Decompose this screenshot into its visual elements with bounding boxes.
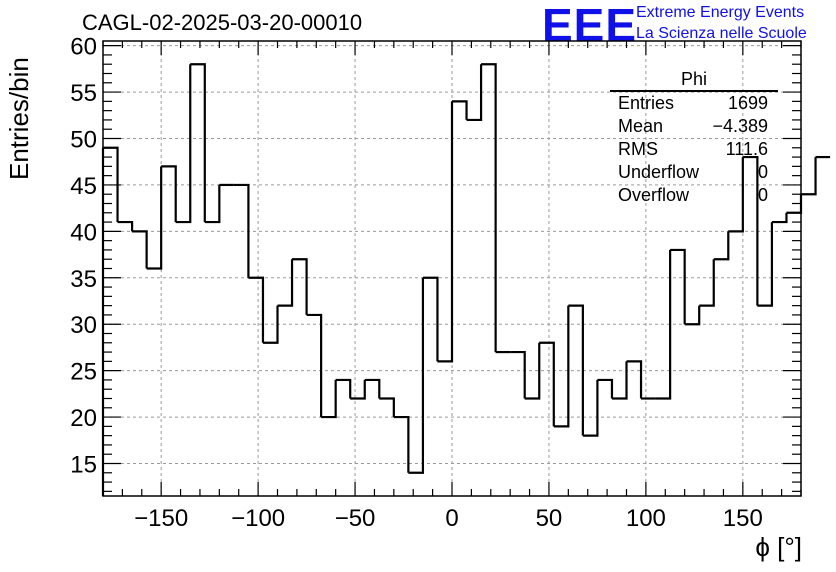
x-axis-label: ϕ [°] — [755, 532, 802, 562]
stats-row-rms: RMS 111.6 — [610, 138, 778, 161]
histogram-bin — [553, 305, 570, 428]
y-tick-label: 45 — [70, 173, 97, 200]
histogram-bin — [350, 379, 366, 400]
stats-title: Phi — [610, 68, 778, 92]
histogram-bin — [713, 231, 730, 261]
histogram-bin — [524, 342, 541, 400]
x-tick-label: −50 — [335, 505, 376, 532]
histogram-bin — [801, 157, 817, 196]
histogram-bin — [393, 415, 410, 473]
histogram-bin — [190, 63, 206, 223]
histogram-bin — [422, 276, 439, 362]
stats-label: Mean — [618, 116, 664, 136]
y-tick-label: 40 — [70, 219, 97, 246]
histogram-bin — [568, 304, 584, 436]
histogram-bin — [699, 259, 715, 307]
histogram-bin — [408, 277, 425, 474]
histogram-bin — [335, 378, 352, 399]
x-tick-label: −150 — [134, 505, 188, 532]
x-tick-label: 100 — [626, 505, 666, 532]
histogram-bin — [161, 165, 177, 223]
y-tick-label: 25 — [70, 359, 97, 386]
histogram-bin — [379, 397, 395, 418]
histogram-bin — [452, 100, 468, 120]
stats-row-mean: Mean −4.389 — [610, 115, 778, 138]
histogram-bin — [277, 259, 294, 307]
histogram-bin — [321, 379, 337, 419]
histogram-bin — [262, 305, 279, 344]
histogram-bin — [655, 249, 672, 400]
histogram-bin — [582, 379, 599, 437]
histogram-bin — [117, 220, 134, 232]
y-axis-label: Entries/bin — [4, 57, 34, 180]
histogram-bin — [742, 155, 759, 306]
y-tick-label: 15 — [70, 452, 97, 479]
x-tick-label: 50 — [536, 505, 563, 532]
stats-label: Underflow — [618, 162, 700, 182]
y-tick-label: 30 — [70, 312, 97, 339]
histogram-bin — [233, 183, 250, 278]
histogram-bin — [728, 157, 744, 233]
x-tick-label: −100 — [231, 505, 285, 532]
eee-logo: EEE — [542, 0, 638, 51]
histogram-bin — [597, 378, 614, 399]
histogram-bin — [539, 341, 555, 427]
stats-value: −4.389 — [712, 116, 768, 136]
histogram-series — [101, 63, 831, 496]
histogram-bin — [466, 64, 483, 122]
stats-row-entries: Entries 1699 — [610, 92, 778, 115]
histogram-bin — [437, 101, 454, 363]
y-tick-label: 35 — [70, 266, 97, 293]
logo-line-1: Extreme Energy Events — [636, 4, 805, 21]
histogram-bin — [175, 64, 192, 224]
histogram-bin — [481, 63, 497, 353]
y-tick-label: 50 — [70, 127, 97, 154]
histogram-bin — [292, 258, 308, 315]
histogram-bin — [204, 184, 221, 224]
logo-line-2: La Scienza nelle Scuole — [636, 25, 807, 42]
histogram-bin — [510, 350, 526, 399]
histogram-bin — [132, 230, 148, 269]
stats-label: Entries — [618, 93, 675, 113]
histogram-bin — [771, 212, 788, 224]
histogram-bin — [306, 313, 323, 418]
y-tick-label: 60 — [70, 34, 97, 61]
stats-value: 111.6 — [725, 139, 768, 159]
x-tick-label: 150 — [723, 505, 763, 532]
stats-value: 1699 — [727, 93, 768, 113]
stats-label: RMS — [618, 139, 658, 159]
tick-labels: −150 −100 −50 0 50 100 150 15 20 25 30 35 40 45 50 55 60 — [70, 34, 763, 532]
histogram-bin — [364, 378, 381, 399]
histogram-bin — [670, 248, 686, 325]
histogram-bin — [626, 360, 643, 399]
y-tick-label: 55 — [70, 80, 97, 107]
x-tick-label: 0 — [445, 505, 458, 532]
histogram-bin — [757, 222, 774, 307]
histogram-bin — [248, 276, 265, 343]
ticks — [102, 41, 802, 496]
stats-row-overflow: Overflow 0 — [610, 184, 778, 207]
stats-value: 0 — [757, 162, 768, 182]
stats-box: Phi Entries 1699 Mean −4.389 RMS 111.6 U… — [610, 68, 778, 207]
histogram-bin — [611, 361, 628, 400]
y-tick-label: 20 — [70, 405, 97, 432]
stats-value: 0 — [757, 185, 768, 205]
stats-label: Overflow — [618, 185, 690, 205]
histogram-bin — [684, 305, 701, 326]
chart-title: CAGL-02-2025-03-20-00010 — [82, 10, 363, 35]
histogram-bin — [146, 166, 163, 270]
stats-row-underflow: Underflow 0 — [610, 161, 778, 184]
